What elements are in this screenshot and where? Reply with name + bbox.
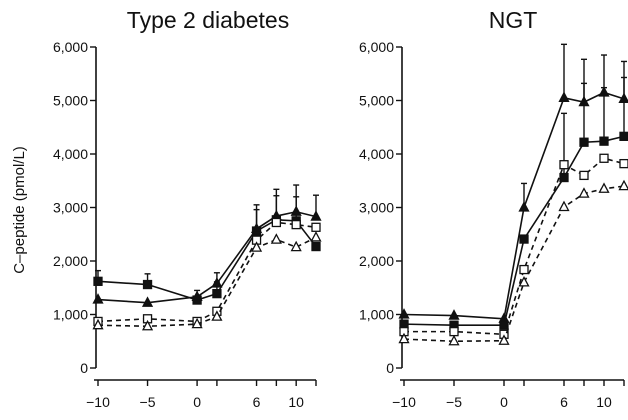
y-tick-label: 6,000 — [359, 39, 394, 55]
data-point-triangle — [312, 232, 321, 241]
y-tick-label: 0 — [80, 360, 88, 376]
data-point-square — [450, 328, 458, 336]
data-point-triangle — [292, 207, 301, 216]
data-point-triangle — [600, 184, 609, 193]
x-tick-label: 0 — [193, 394, 201, 410]
data-point-square — [520, 266, 528, 274]
data-point-square — [94, 277, 102, 285]
data-point-square — [292, 221, 300, 229]
panel-title: Type 2 diabetes — [127, 7, 289, 33]
data-point-triangle — [272, 235, 281, 244]
x-tick-label: −5 — [140, 394, 156, 410]
panel-title: NGT — [489, 7, 538, 33]
data-point-square — [312, 223, 320, 231]
y-tick-label: 5,000 — [53, 93, 88, 109]
x-tick-label: 10 — [596, 394, 612, 410]
data-point-square — [600, 154, 608, 162]
x-tick-label: −5 — [446, 394, 462, 410]
series-line — [404, 158, 624, 334]
y-tick-label: 1,000 — [359, 307, 394, 323]
y-tick-label: 5,000 — [359, 93, 394, 109]
data-point-square — [560, 174, 568, 182]
data-point-square — [213, 290, 221, 298]
data-point-square — [580, 171, 588, 179]
series-line — [98, 220, 316, 300]
y-tick-label: 2,000 — [359, 253, 394, 269]
series-3 — [94, 232, 321, 329]
series-1 — [400, 77, 628, 329]
y-tick-label: 1,000 — [53, 307, 88, 323]
y-axis-label: C–peptide (pmol/L) — [11, 146, 28, 274]
data-point-triangle — [560, 93, 569, 102]
data-point-square — [620, 160, 628, 168]
data-point-square — [312, 243, 320, 251]
series-line — [98, 212, 316, 303]
y-tick-label: 4,000 — [53, 146, 88, 162]
y-tick-label: 4,000 — [359, 146, 394, 162]
series-0 — [94, 196, 320, 304]
panel-type-2-diabetes: Type 2 diabetes 0 1,000 2,000 3,000 4,000 5,0… — [53, 7, 321, 410]
series-line — [98, 222, 316, 321]
data-point-square — [520, 235, 528, 243]
data-point-triangle — [560, 202, 569, 211]
y-tick-label: 0 — [386, 360, 394, 376]
x-tick-label: 0 — [500, 394, 508, 410]
data-point-triangle — [94, 295, 103, 304]
y-tick-label: 3,000 — [359, 200, 394, 216]
data-point-square — [144, 281, 152, 289]
series-line — [404, 136, 624, 325]
data-point-square — [272, 218, 280, 226]
x-tick-label: 6 — [253, 394, 261, 410]
data-point-square — [600, 137, 608, 145]
y-tick-label: 3,000 — [53, 200, 88, 216]
data-point-triangle — [400, 310, 409, 319]
data-point-square — [620, 132, 628, 140]
series-1 — [94, 185, 321, 306]
data-point-square — [580, 138, 588, 146]
data-point-triangle — [520, 203, 529, 212]
panel-ngt: NGT 0 1,000 2,000 3,000 4,000 5,000 6,000 −10 −5… — [359, 7, 628, 410]
series-2 — [400, 154, 628, 338]
x-tick-label: −10 — [392, 394, 416, 410]
series-line — [98, 237, 316, 326]
x-tick-label: 6 — [560, 394, 568, 410]
series-2 — [94, 218, 320, 325]
x-tick-label: −10 — [86, 394, 110, 410]
x-tick-label: 10 — [288, 394, 304, 410]
y-tick-label: 2,000 — [53, 253, 88, 269]
data-point-square — [400, 320, 408, 328]
data-point-triangle — [620, 181, 628, 190]
y-tick-label: 6,000 — [53, 39, 88, 55]
data-point-square — [560, 161, 568, 169]
